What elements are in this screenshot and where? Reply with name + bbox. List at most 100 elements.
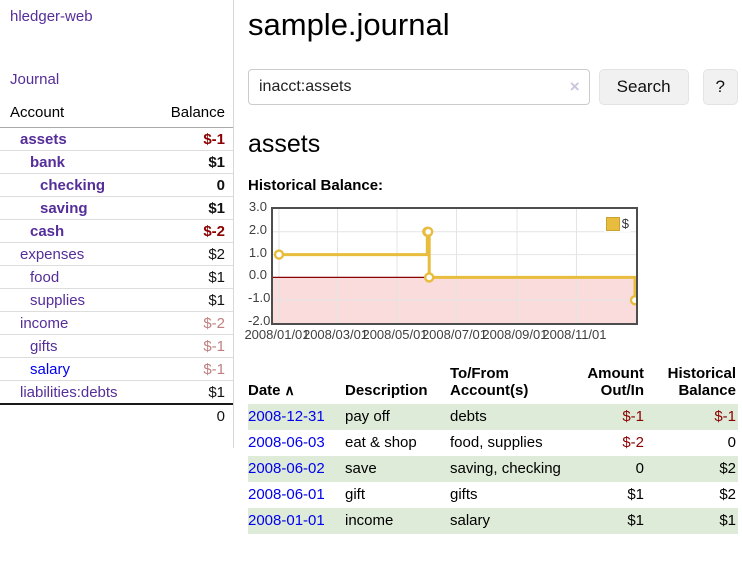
- account-name-cell: food: [0, 265, 145, 289]
- account-link[interactable]: gifts: [30, 338, 58, 355]
- account-balance: $-1: [144, 357, 233, 381]
- account-name-cell: salary: [0, 357, 145, 381]
- register-row: 2008-06-01 gift gifts $1 $2: [248, 482, 738, 508]
- transaction-date-link[interactable]: 2008-06-01: [248, 486, 325, 503]
- balance-chart: $ 3.0 2.0 1.0 0.0 -1.0 -2.0 2008/01/01 2008/03/…: [244, 199, 738, 343]
- account-balance: $-2: [144, 311, 233, 335]
- transaction-date-link[interactable]: 2008-06-03: [248, 434, 325, 451]
- description-col-header: Description: [345, 382, 428, 399]
- register-row: 2008-01-01 income salary $1 $1: [248, 508, 738, 534]
- account-tree-header: Account Balance: [0, 100, 233, 128]
- register-row: 2008-06-03 eat & shop food, supplies $-2 0: [248, 430, 738, 456]
- account-name-cell: supplies: [0, 288, 145, 312]
- account-name-cell: liabilities:debts: [0, 380, 145, 404]
- search-input[interactable]: [248, 69, 590, 105]
- nav-journal[interactable]: Journal: [10, 71, 60, 88]
- account-link[interactable]: bank: [30, 154, 66, 171]
- balance-col-header-register: Historical Balance: [667, 365, 736, 399]
- account-balance: $1: [144, 150, 233, 174]
- account-row: cash $-2: [0, 219, 233, 243]
- total-spacer: [0, 403, 145, 427]
- register-description-cell: gift: [345, 486, 366, 503]
- plot-area: $: [271, 207, 638, 325]
- account-balance: $1: [144, 265, 233, 289]
- register-amount-cell: $1: [627, 512, 644, 529]
- register-balance-cell: $2: [719, 460, 736, 477]
- account-name-cell: saving: [0, 196, 145, 220]
- account-row: checking 0: [0, 173, 233, 197]
- y-tick-label: -1.0: [248, 290, 271, 306]
- y-tick-label: -2.0: [248, 313, 271, 328]
- clear-search-icon[interactable]: ×: [569, 77, 580, 96]
- account-link[interactable]: expenses: [20, 246, 85, 263]
- register-balance-cell: $1: [719, 512, 736, 529]
- account-link[interactable]: checking: [40, 177, 106, 194]
- account-row: bank $1: [0, 150, 233, 174]
- x-tick-label: 2008/09/01: [482, 327, 548, 342]
- register-description-cell: eat & shop: [345, 434, 417, 451]
- account-row: gifts $-1: [0, 334, 233, 358]
- x-tick-label: 2008/11/01: [542, 327, 607, 342]
- register-date-cell: 2008-06-01: [248, 482, 345, 508]
- total-row: 0: [0, 403, 233, 427]
- help-button[interactable]: ?: [702, 69, 738, 105]
- amount-col-header: Amount Out/In: [587, 365, 644, 399]
- register-accounts-cell: debts: [450, 408, 487, 425]
- register-date-cell: 2008-06-03: [248, 430, 345, 456]
- account-link[interactable]: assets: [20, 131, 67, 148]
- transaction-date-link[interactable]: 2008-12-31: [248, 408, 325, 425]
- legend-swatch-icon: [605, 216, 620, 231]
- transaction-date-link[interactable]: 2008-06-02: [248, 460, 325, 477]
- account-link[interactable]: salary: [30, 361, 71, 378]
- y-tick-label: 1.0: [248, 244, 267, 260]
- account-row: expenses $2: [0, 242, 233, 266]
- account-link[interactable]: food: [30, 269, 60, 286]
- search-button[interactable]: Search: [598, 69, 689, 105]
- account-row: assets $-1: [0, 128, 233, 151]
- register-accounts-cell: saving, checking: [450, 460, 561, 477]
- transaction-date-link[interactable]: 2008-01-01: [248, 512, 325, 529]
- search-field-wrap: ×: [248, 69, 590, 105]
- account-balance: $1: [144, 288, 233, 312]
- account-link[interactable]: supplies: [30, 292, 86, 309]
- register-date-cell: 2008-06-02: [248, 456, 345, 482]
- register-accounts-cell: gifts: [450, 486, 478, 503]
- total-balance: 0: [144, 403, 233, 427]
- register-description-cell: save: [345, 460, 377, 477]
- register-accounts-cell: food, supplies: [450, 434, 543, 451]
- register-balance-cell: $-1: [714, 408, 736, 425]
- balance-col-header: Balance: [144, 100, 233, 128]
- date-col-header[interactable]: Date ∧: [248, 382, 295, 399]
- account-name-cell: checking: [0, 173, 145, 197]
- sidebar: hledger-web Journal Account Balance asse…: [0, 0, 234, 448]
- account-row: food $1: [0, 265, 233, 289]
- register-amount-cell: $-1: [622, 408, 644, 425]
- account-name-cell: cash: [0, 219, 145, 243]
- account-name-cell: income: [0, 311, 145, 335]
- y-tick-label: 0.0: [248, 267, 267, 283]
- sort-asc-icon: ∧: [284, 382, 295, 398]
- account-row: liabilities:debts $1: [0, 380, 233, 404]
- register-row: 2008-06-02 save saving, checking 0 $2: [248, 456, 738, 482]
- account-col-header: Account: [0, 100, 145, 128]
- account-link[interactable]: cash: [30, 223, 65, 240]
- account-name-cell: expenses: [0, 242, 145, 266]
- account-heading: assets: [248, 130, 321, 158]
- account-link[interactable]: liabilities:debts: [20, 384, 118, 401]
- register-row: 2008-12-31 pay off debts $-1 $-1: [248, 404, 738, 430]
- register-amount-cell: $1: [627, 486, 644, 503]
- y-tick-label: 2.0: [248, 221, 267, 237]
- x-tick-label: 2008/01/01: [244, 327, 310, 342]
- plot-svg: [273, 209, 636, 323]
- legend-label: $: [621, 216, 629, 231]
- x-tick-label: 2008/07/01: [421, 327, 488, 342]
- account-row: saving $1: [0, 196, 233, 220]
- register-date-cell: 2008-12-31: [248, 404, 345, 430]
- register-body: 2008-12-31 pay off debts $-1 $-1 2008-06-03 ea…: [248, 404, 738, 534]
- account-row: income $-2: [0, 311, 233, 335]
- account-link[interactable]: income: [20, 315, 69, 332]
- register-amount-cell: 0: [635, 460, 644, 477]
- account-link[interactable]: saving: [40, 200, 88, 217]
- app-brand-link[interactable]: hledger-web: [10, 8, 93, 25]
- account-name-cell: gifts: [0, 334, 145, 358]
